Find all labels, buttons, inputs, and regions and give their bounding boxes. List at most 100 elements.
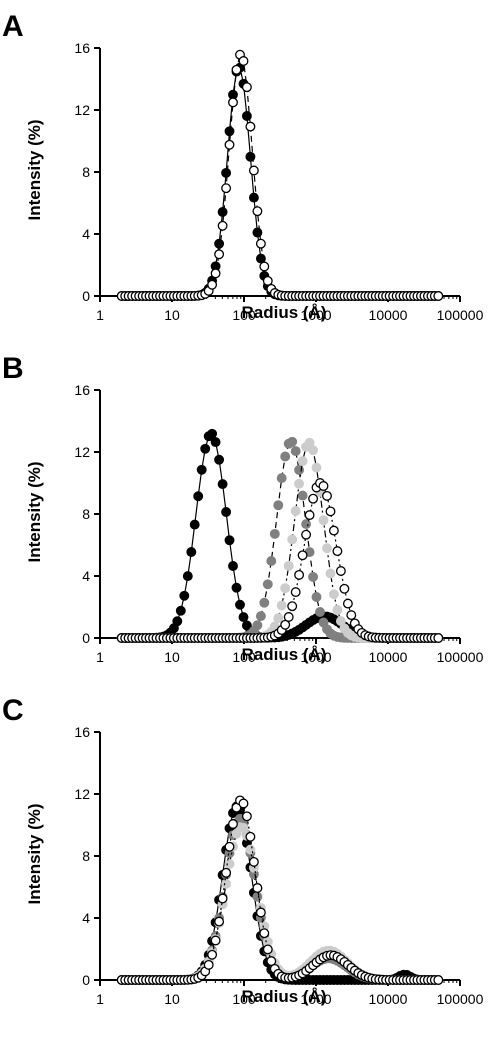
- data-point: [297, 550, 308, 561]
- y-tick-label: 12: [74, 102, 90, 118]
- data-series: [116, 437, 444, 643]
- y-tick-label: 8: [82, 506, 90, 522]
- data-point: [228, 819, 238, 829]
- panel-letter: A: [2, 10, 24, 43]
- plot-area: 0 4 8 12 16 1 10 100 1000 10000 100000: [74, 724, 483, 1007]
- data-point: [231, 582, 242, 593]
- data-series: [116, 428, 444, 643]
- data-point: [301, 519, 312, 530]
- series-line: [121, 799, 439, 981]
- data-point: [228, 561, 238, 571]
- data-point: [214, 238, 225, 249]
- data-point: [221, 878, 232, 889]
- data-point: [172, 616, 183, 627]
- data-point: [290, 506, 301, 516]
- data-point: [297, 456, 308, 467]
- data-point: [259, 928, 270, 939]
- data-point: [217, 893, 228, 904]
- panel-letter: B: [2, 352, 24, 385]
- data-point: [245, 831, 256, 842]
- y-tick-label: 4: [82, 226, 90, 242]
- series-line: [121, 817, 439, 981]
- data-point: [311, 462, 322, 473]
- x-axis-title: Radius (Å): [242, 645, 327, 664]
- data-point: [214, 916, 225, 927]
- data-point: [252, 206, 263, 217]
- data-point: [235, 599, 245, 610]
- data-point: [248, 165, 259, 176]
- data-point: [342, 598, 353, 609]
- series-line: [121, 826, 439, 981]
- data-point: [231, 64, 242, 75]
- data-point: [217, 220, 228, 231]
- data-point: [221, 183, 232, 194]
- y-tick-label: 4: [82, 568, 90, 584]
- data-point: [248, 856, 259, 867]
- data-point: [328, 525, 339, 536]
- x-tick-label: 10: [164, 991, 180, 1007]
- data-series: [116, 478, 444, 643]
- data-point: [266, 556, 277, 566]
- data-series: [116, 795, 444, 985]
- data-point: [290, 587, 301, 598]
- y-tick-label: 16: [74, 724, 90, 740]
- data-point: [259, 597, 270, 608]
- data-point: [207, 428, 218, 439]
- x-tick-label: 1000: [300, 649, 331, 665]
- data-point: [210, 437, 221, 448]
- data-series: [116, 49, 444, 301]
- x-tick-label: 100000: [437, 991, 484, 1007]
- data-point: [332, 546, 343, 557]
- data-point: [200, 443, 211, 454]
- data-point: [224, 126, 235, 137]
- series-line: [121, 66, 439, 297]
- y-tick-label: 16: [74, 40, 90, 56]
- data-point: [269, 528, 280, 539]
- data-point: [252, 883, 263, 893]
- x-tick-label: 10: [164, 307, 180, 323]
- y-tick-label: 0: [82, 288, 90, 304]
- data-point: [221, 507, 232, 517]
- data-point: [287, 601, 298, 612]
- data-point: [290, 446, 301, 457]
- y-axis-title: Intensity (%): [25, 803, 44, 904]
- data-point: [339, 583, 350, 594]
- data-point: [175, 605, 186, 616]
- data-point: [322, 543, 332, 554]
- y-axis-title: Intensity (%): [25, 119, 44, 220]
- x-tick-label: 10000: [369, 307, 408, 323]
- data-point: [255, 907, 266, 918]
- data-point: [259, 261, 270, 272]
- data-point: [238, 798, 249, 809]
- x-axis-title: Radius (Å): [242, 303, 327, 322]
- data-point: [224, 139, 235, 150]
- data-point: [294, 478, 305, 489]
- data-point: [262, 275, 273, 286]
- x-axis-title: Radius (Å): [242, 987, 327, 1006]
- data-point: [301, 529, 312, 540]
- data-point: [433, 633, 444, 643]
- x-tick-label: 1000: [300, 991, 331, 1007]
- data-point: [179, 590, 190, 601]
- data-point: [332, 605, 343, 615]
- data-point: [262, 579, 273, 590]
- data-point: [210, 935, 221, 946]
- data-point: [224, 859, 235, 869]
- data-point: [308, 493, 319, 504]
- x-tick-label: 100: [232, 649, 256, 665]
- data-point: [193, 491, 204, 502]
- data-point: [252, 620, 263, 631]
- data-point: [210, 268, 221, 279]
- x-tick-label: 100000: [437, 307, 484, 323]
- data-point: [182, 571, 193, 582]
- data-point: [241, 811, 252, 822]
- data-point: [280, 451, 291, 462]
- data-point: [217, 207, 228, 217]
- y-tick-label: 8: [82, 848, 90, 864]
- data-point: [255, 238, 266, 249]
- y-tick-label: 4: [82, 910, 90, 926]
- data-point: [287, 436, 298, 447]
- x-tick-label: 100: [232, 307, 256, 323]
- data-point: [318, 515, 329, 526]
- data-series: [116, 822, 444, 985]
